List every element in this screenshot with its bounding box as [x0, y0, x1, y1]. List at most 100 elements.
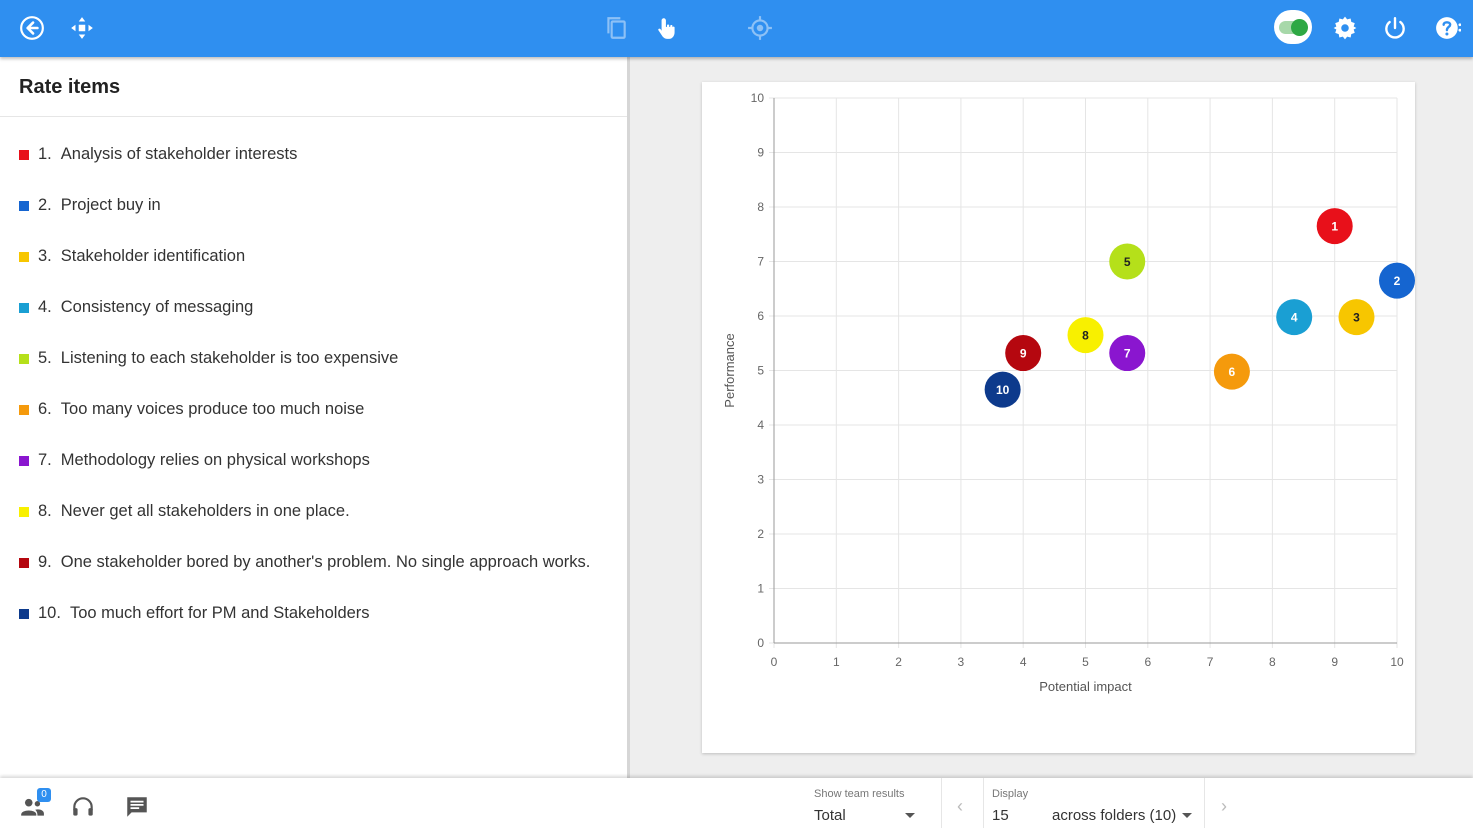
item-number: 7. [38, 451, 52, 469]
footer-separator [1204, 778, 1205, 828]
panel-splitter[interactable] [627, 57, 630, 778]
item-number: 3. [38, 247, 52, 265]
data-point[interactable]: 10 [984, 371, 1021, 408]
point-marker [1276, 299, 1313, 336]
list-item[interactable]: 4. Consistency of messaging [0, 282, 627, 333]
item-label: Too many voices produce too much noise [60, 400, 365, 418]
point-label: 8 [1082, 329, 1089, 343]
color-swatch [19, 608, 29, 619]
point-marker [1379, 262, 1415, 299]
color-swatch [19, 302, 29, 313]
move-icon[interactable] [66, 12, 98, 44]
mode-toggle[interactable] [1274, 10, 1312, 44]
item-label: Stakeholder identification [60, 247, 246, 265]
pointer-hand-icon[interactable] [651, 12, 683, 44]
top-toolbar [0, 0, 1473, 57]
list-item[interactable]: 10. Too much effort for PM and Stakeholde… [0, 588, 627, 639]
color-swatch [19, 404, 29, 415]
bottom-bar: 0 Show team results Total ‹ Display 15 a… [0, 778, 1473, 828]
folders-select[interactable]: across folders (10) [1052, 807, 1177, 824]
scatter-chart: 0 1 2 3 4 5 6 7 8 9 10 0 1 2 3 4 5 6 7 8 9 10 Potential impact… [722, 91, 1415, 694]
item-number: 6. [38, 400, 52, 418]
list-item[interactable]: 9. One stakeholder bored by another's pro… [0, 537, 627, 588]
list-item[interactable]: 8. Never get all stakeholders in one plac… [0, 486, 627, 537]
item-label: Too much effort for PM and Stakeholders [69, 604, 370, 622]
list-item[interactable]: 3. Stakeholder identification [0, 231, 627, 282]
back-icon[interactable] [16, 12, 48, 44]
data-point[interactable]: 4 [1276, 299, 1313, 336]
point-marker [1005, 335, 1042, 372]
target-icon[interactable] [744, 12, 776, 44]
x-tick-label: 10 [1390, 655, 1404, 669]
rate-items-list: 1. Analysis of stakeholder interests 2. Pro… [0, 129, 627, 639]
toggle-knob [1291, 19, 1308, 36]
data-point[interactable]: 3 [1338, 299, 1375, 336]
point-marker [1338, 299, 1375, 336]
data-point[interactable]: 7 [1109, 335, 1146, 372]
color-swatch [19, 506, 29, 517]
data-point[interactable]: 1 [1316, 208, 1353, 245]
show-team-caret-icon[interactable] [905, 813, 915, 818]
folders-caret-icon[interactable] [1182, 813, 1192, 818]
y-tick-label: 10 [751, 91, 765, 105]
data-point[interactable]: 6 [1213, 353, 1250, 390]
x-tick-label: 8 [1269, 655, 1276, 669]
y-tick-label: 3 [757, 473, 764, 487]
chat-icon[interactable] [123, 794, 151, 820]
point-label: 9 [1020, 347, 1027, 361]
item-label: Methodology relies on physical workshops [60, 451, 370, 469]
data-point[interactable]: 2 [1379, 262, 1415, 299]
list-item[interactable]: 2. Project buy in [0, 180, 627, 231]
team-icon[interactable] [18, 794, 46, 820]
list-item[interactable]: 1. Analysis of stakeholder interests [0, 129, 627, 180]
color-swatch [19, 251, 29, 262]
y-tick-label: 6 [757, 309, 764, 323]
y-tick-label: 5 [757, 364, 764, 378]
point-marker [1316, 208, 1353, 245]
item-label: Listening to each stakeholder is too exp… [60, 349, 399, 367]
point-label: 10 [996, 383, 1010, 397]
copy-icon[interactable] [600, 12, 632, 44]
y-tick-label: 9 [757, 146, 764, 160]
data-point[interactable]: 9 [1005, 335, 1042, 372]
help-icon[interactable] [1432, 12, 1464, 44]
show-team-select[interactable]: Total [814, 807, 846, 824]
point-label: 1 [1331, 220, 1338, 234]
point-marker [1109, 335, 1146, 372]
panel-divider [0, 116, 627, 117]
footer-separator [941, 778, 942, 828]
list-item[interactable]: 6. Too many voices produce too much noise [0, 384, 627, 435]
headset-icon[interactable] [69, 794, 97, 820]
y-tick-label: 1 [757, 582, 764, 596]
data-point[interactable]: 8 [1067, 317, 1104, 354]
x-tick-label: 2 [895, 655, 902, 669]
y-tick-label: 0 [757, 636, 764, 650]
chevron-right-icon[interactable]: › [1221, 796, 1227, 816]
footer-separator [983, 778, 984, 828]
item-label: Project buy in [60, 196, 161, 214]
display-count-select[interactable]: 15 [992, 807, 1009, 824]
chevron-left-icon[interactable]: ‹ [957, 796, 963, 816]
color-swatch [19, 455, 29, 466]
show-team-label: Show team results [814, 788, 905, 800]
settings-icon[interactable] [1329, 12, 1361, 44]
panel-title: Rate items [19, 76, 121, 98]
power-icon[interactable] [1379, 12, 1411, 44]
list-item[interactable]: 5. Listening to each stakeholder is too e… [0, 333, 627, 384]
item-label: Analysis of stakeholder interests [60, 145, 298, 163]
point-label: 6 [1229, 365, 1236, 379]
x-tick-label: 5 [1082, 655, 1089, 669]
point-marker [984, 371, 1021, 408]
data-point[interactable]: 5 [1109, 243, 1146, 280]
item-number: 2. [38, 196, 52, 214]
list-item[interactable]: 7. Methodology relies on physical worksho… [0, 435, 627, 486]
y-tick-label: 7 [757, 255, 764, 269]
color-swatch [19, 557, 29, 568]
y-axis-title: Performance [722, 333, 737, 407]
item-number: 9. [38, 553, 52, 571]
x-tick-label: 7 [1207, 655, 1214, 669]
item-number: 8. [38, 502, 52, 520]
x-tick-label: 9 [1331, 655, 1338, 669]
y-tick-label: 8 [757, 200, 764, 214]
x-tick-label: 1 [833, 655, 840, 669]
